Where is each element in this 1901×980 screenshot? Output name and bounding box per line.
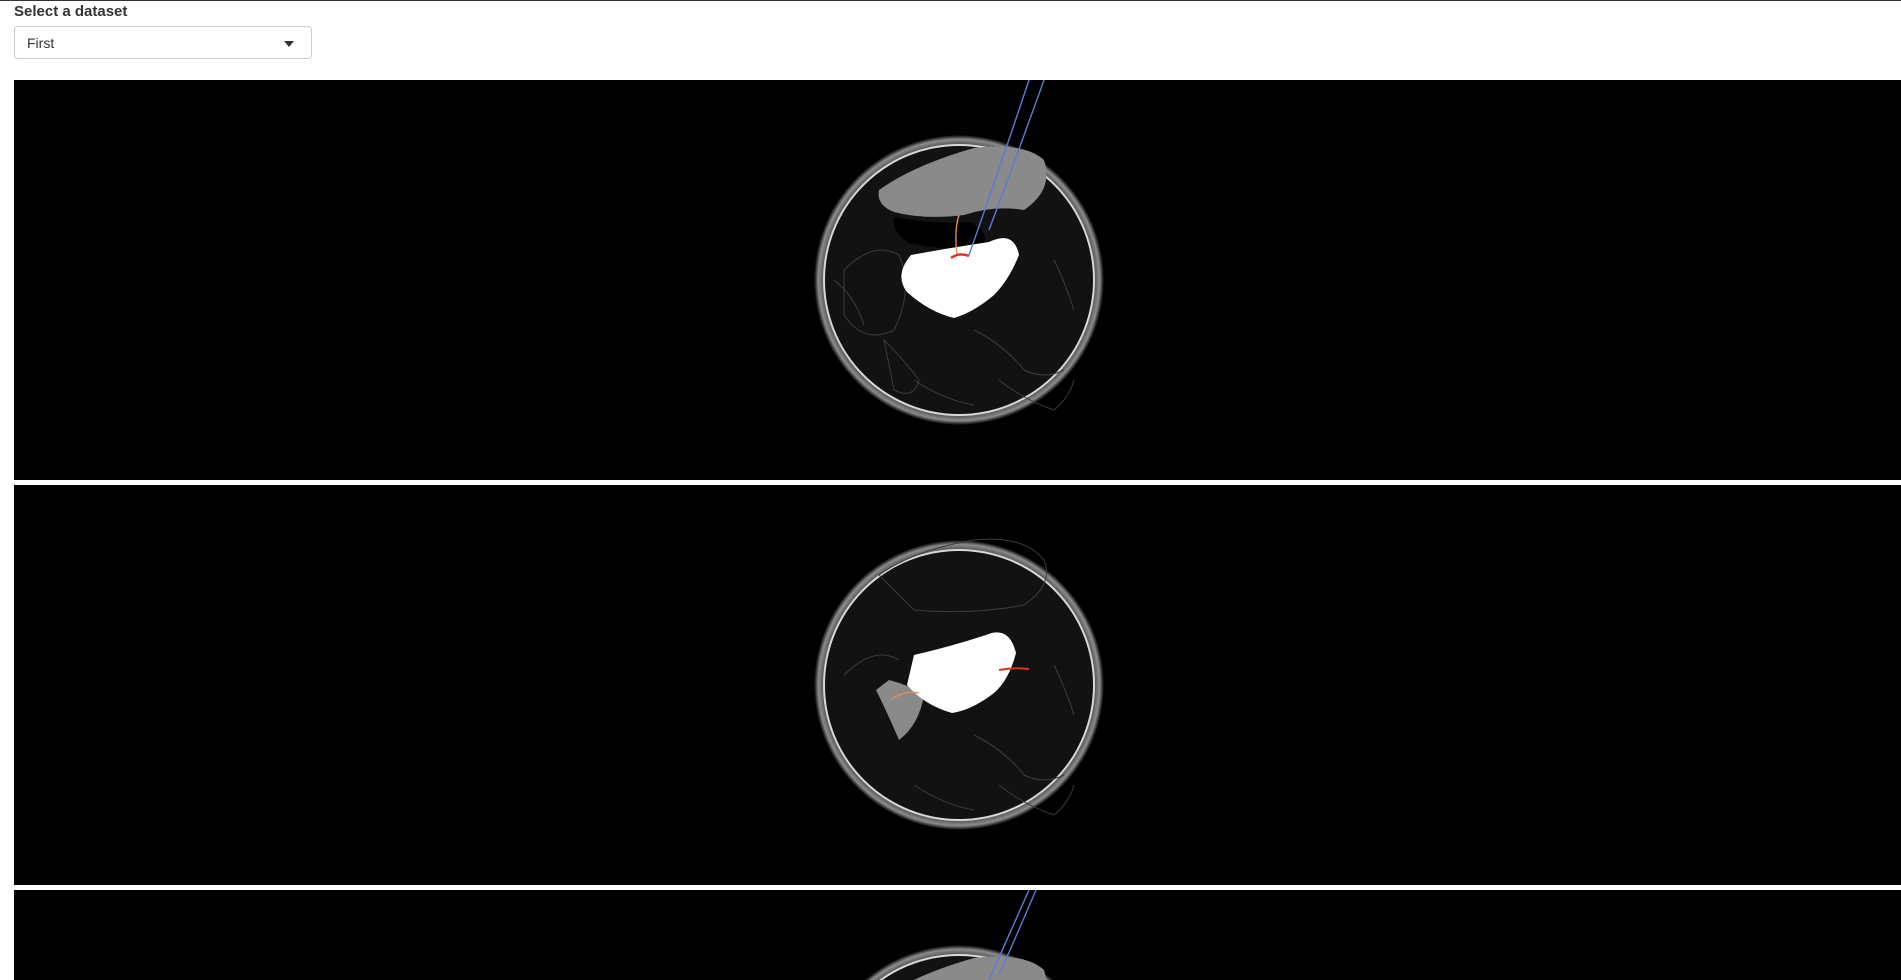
country-china	[901, 238, 1019, 318]
globe-svg-2	[814, 538, 1104, 830]
arc-orange	[955, 214, 960, 256]
country-russia	[913, 956, 1047, 980]
country-mongolia	[893, 217, 985, 249]
top-border	[0, 0, 1901, 1]
country-russia	[878, 146, 1047, 217]
arc-blue-1	[988, 890, 1030, 980]
country-india	[876, 680, 924, 740]
dataset-select-label: Select a dataset	[14, 3, 128, 20]
arc-red	[950, 253, 970, 259]
arc-red	[998, 667, 1030, 671]
country-china	[907, 632, 1016, 713]
globe-panel-3[interactable]	[14, 890, 1901, 980]
arc-blue-2	[998, 890, 1037, 976]
arc-blue-2	[988, 80, 1045, 231]
globe-panel-2[interactable]	[14, 485, 1901, 885]
dataset-select-value: First	[27, 35, 55, 51]
globe-svg-3	[864, 890, 1054, 980]
globe-panel-1[interactable]	[14, 80, 1901, 480]
arc-orange	[891, 691, 920, 700]
arc-blue-1	[968, 80, 1030, 256]
country-borders	[833, 249, 1075, 411]
globe-svg-1	[814, 80, 1104, 425]
country-borders	[843, 538, 1075, 816]
dataset-select[interactable]: First	[14, 26, 312, 59]
chevron-down-icon	[284, 41, 294, 47]
